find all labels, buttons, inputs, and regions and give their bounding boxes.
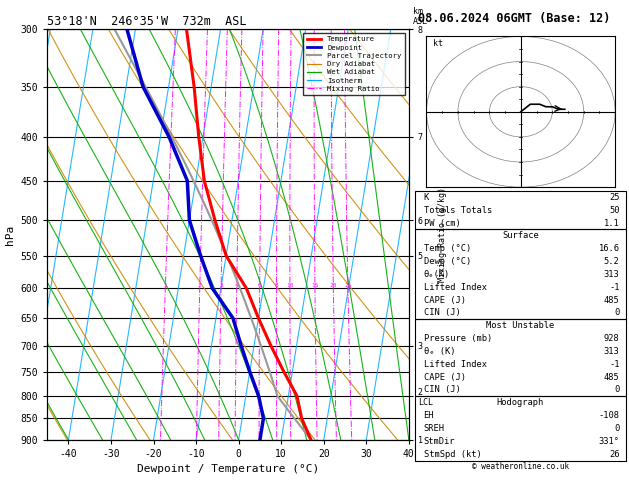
Text: StmSpd (kt): StmSpd (kt) [423,450,481,459]
Text: Most Unstable: Most Unstable [486,321,555,330]
Text: K: K [423,193,429,202]
Y-axis label: hPa: hPa [5,225,15,244]
Text: 15: 15 [311,283,319,288]
Text: 10: 10 [286,283,294,288]
Text: 0: 0 [615,385,620,395]
Text: Dewp (°C): Dewp (°C) [423,257,471,266]
Text: θₑ(K): θₑ(K) [423,270,450,279]
Text: Surface: Surface [502,231,539,241]
Text: SREH: SREH [423,424,445,433]
Text: CAPE (J): CAPE (J) [423,373,465,382]
Text: 50: 50 [609,206,620,215]
Text: Totals Totals: Totals Totals [423,206,492,215]
Text: 5.2: 5.2 [604,257,620,266]
Text: PW (cm): PW (cm) [423,219,460,227]
Text: kt: kt [433,39,443,49]
Text: Temp (°C): Temp (°C) [423,244,471,253]
Text: 485: 485 [604,373,620,382]
Text: CAPE (J): CAPE (J) [423,295,465,305]
Bar [415,319,626,397]
Text: 6: 6 [258,283,262,288]
Text: -1: -1 [609,283,620,292]
Text: 20: 20 [330,283,337,288]
Text: StmDir: StmDir [423,437,455,446]
Y-axis label: Mixing Ratio (g/kg): Mixing Ratio (g/kg) [438,187,447,282]
Text: Hodograph: Hodograph [497,398,544,407]
Text: 485: 485 [604,295,620,305]
Text: 3: 3 [219,283,223,288]
Text: 0: 0 [615,309,620,317]
Text: 313: 313 [604,347,620,356]
Text: © weatheronline.co.uk: © weatheronline.co.uk [472,462,569,470]
Text: 0: 0 [615,424,620,433]
Text: -1: -1 [609,360,620,369]
Legend: Temperature, Dewpoint, Parcel Trajectory, Dry Adiabat, Wet Adiabat, Isotherm, Mi: Temperature, Dewpoint, Parcel Trajectory… [303,33,405,95]
X-axis label: Dewpoint / Temperature (°C): Dewpoint / Temperature (°C) [137,465,319,474]
Bar [415,397,626,461]
Text: km
ASL: km ASL [413,7,428,26]
Text: 08.06.2024 06GMT (Base: 12): 08.06.2024 06GMT (Base: 12) [418,12,611,25]
Text: 8: 8 [275,283,279,288]
Text: 25: 25 [609,193,620,202]
Text: 313: 313 [604,270,620,279]
Bar [415,191,626,229]
Text: 331°: 331° [599,437,620,446]
Text: θₑ (K): θₑ (K) [423,347,455,356]
Text: Lifted Index: Lifted Index [423,360,487,369]
Text: 53°18'N  246°35'W  732m  ASL: 53°18'N 246°35'W 732m ASL [47,15,247,28]
Text: 2: 2 [198,283,202,288]
Text: 25: 25 [344,283,352,288]
Text: Pressure (mb): Pressure (mb) [423,334,492,343]
Text: 26: 26 [609,450,620,459]
Text: 4: 4 [235,283,238,288]
Text: CIN (J): CIN (J) [423,309,460,317]
Text: 928: 928 [604,334,620,343]
Text: 16.6: 16.6 [599,244,620,253]
Text: -108: -108 [599,411,620,420]
Text: CIN (J): CIN (J) [423,385,460,395]
Text: EH: EH [423,411,434,420]
Text: 1.1: 1.1 [604,219,620,227]
Text: 1: 1 [164,283,167,288]
Bar [415,229,626,319]
Text: Lifted Index: Lifted Index [423,283,487,292]
